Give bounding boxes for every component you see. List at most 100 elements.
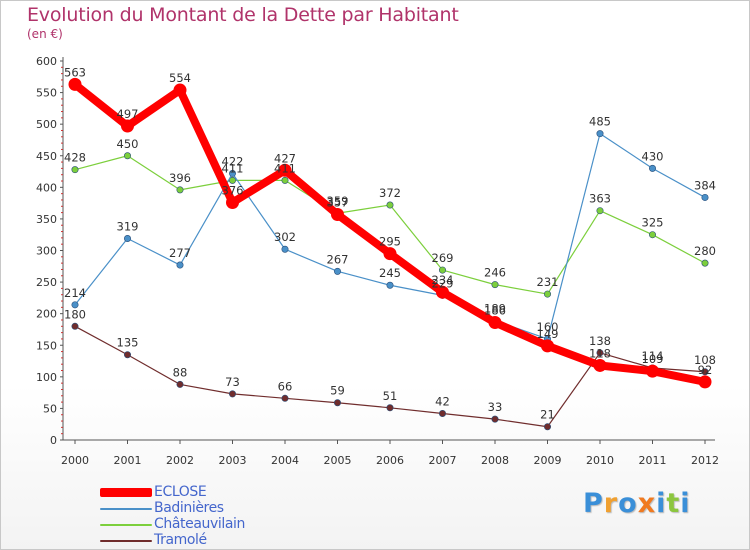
x-tick-label: 2011 [639, 454, 667, 467]
x-tick-label: 2001 [114, 454, 142, 467]
data-label: 66 [278, 379, 293, 393]
data-label: 396 [169, 171, 191, 185]
data-point [386, 281, 394, 289]
legend-label-badinieres: Badinières [154, 500, 224, 516]
data-point [383, 247, 397, 261]
chart-subtitle: (en €) [27, 27, 63, 41]
data-point [71, 166, 79, 174]
data-label: 430 [642, 149, 664, 163]
y-tick-label: 0 [50, 434, 57, 447]
data-label: 295 [379, 235, 401, 249]
data-label: 554 [169, 71, 191, 85]
x-tick-label: 2007 [429, 454, 457, 467]
y-tick-label: 200 [36, 308, 57, 321]
logo-letter: o [618, 488, 638, 519]
data-label: 563 [64, 65, 86, 79]
legend-label-tramole: Tramolé [154, 532, 207, 548]
data-label: 485 [589, 115, 611, 129]
data-point [596, 349, 604, 357]
legend-label-chateauvilain: Châteauvilain [154, 516, 245, 532]
legend-swatch-badinieres [100, 508, 152, 510]
x-tick-label: 2010 [586, 454, 614, 467]
data-label: 234 [432, 273, 454, 287]
legend-swatch-tramole [100, 540, 152, 542]
y-tick-label: 150 [36, 339, 57, 352]
logo-letter: r [603, 488, 619, 519]
x-tick-label: 2012 [691, 454, 719, 467]
y-tick-label: 550 [36, 87, 57, 100]
logo-letter: t [666, 488, 681, 519]
data-point [124, 351, 132, 359]
data-label: 118 [589, 346, 611, 360]
legend-swatch-chateauvilain [100, 524, 152, 526]
y-tick-label: 400 [36, 181, 57, 194]
data-label: 231 [537, 275, 559, 289]
logo-letter: P [583, 488, 604, 519]
data-point [71, 301, 79, 309]
data-label: 21 [540, 408, 555, 422]
y-tick-label: 250 [36, 276, 57, 289]
axes: 0 50 100 150 200 250 300 350 400 450 500 550 600 2000… [36, 55, 719, 467]
data-label: 33 [488, 400, 503, 414]
data-label: 59 [330, 384, 345, 398]
y-tick-label: 350 [36, 213, 57, 226]
data-label: 363 [589, 192, 611, 206]
chart-title: Evolution du Montant de la Dette par Hab… [27, 4, 459, 26]
x-tick-label: 2005 [324, 454, 352, 467]
data-point [701, 193, 709, 201]
data-label: 359 [327, 194, 349, 208]
data-label: 428 [64, 151, 86, 165]
data-label: 497 [117, 107, 139, 121]
x-tick-label: 2006 [376, 454, 404, 467]
data-point [698, 375, 712, 389]
data-label: 73 [225, 375, 240, 389]
data-label: 246 [484, 266, 506, 280]
data-label: 269 [432, 251, 454, 265]
data-label: 109 [642, 352, 664, 366]
data-label: 411 [222, 161, 244, 175]
data-label: 160 [537, 320, 559, 334]
data-label: 42 [435, 394, 450, 408]
y-tick-label: 100 [36, 371, 57, 384]
data-point [543, 290, 551, 298]
data-label: 92 [698, 363, 713, 377]
data-label: 189 [484, 302, 506, 316]
data-point [176, 380, 184, 388]
data-point [229, 390, 237, 398]
data-point [543, 423, 551, 431]
data-label: 245 [379, 266, 401, 280]
data-point [333, 399, 341, 407]
logo-letter: x [637, 488, 657, 519]
data-point [438, 409, 446, 417]
data-label: 280 [694, 244, 716, 258]
data-point [596, 130, 604, 138]
y-tick-label: 500 [36, 118, 57, 131]
data-label: 180 [64, 307, 86, 321]
data-label: 108 [694, 353, 716, 367]
data-label: 372 [379, 186, 401, 200]
data-label: 376 [222, 183, 244, 197]
legend-swatch-eclose [100, 488, 152, 497]
data-label: 450 [117, 137, 139, 151]
data-point [68, 77, 82, 91]
x-tick-label: 2004 [271, 454, 299, 467]
data-point [648, 164, 656, 172]
data-point [386, 201, 394, 209]
data-point [278, 163, 292, 177]
data-label: 357 [327, 195, 349, 209]
data-point [176, 186, 184, 194]
data-point [121, 119, 134, 133]
data-point [333, 267, 341, 275]
data-label: 302 [274, 230, 296, 244]
data-label: 277 [169, 246, 191, 260]
series-lines [68, 77, 712, 431]
data-point [229, 169, 237, 177]
data-point [491, 415, 499, 423]
x-tick-label: 2009 [534, 454, 562, 467]
legend-label-eclose: ECLOSE [154, 484, 207, 500]
y-tick-label: 300 [36, 245, 57, 258]
data-label: 422 [222, 154, 244, 168]
data-label: 88 [173, 365, 188, 379]
